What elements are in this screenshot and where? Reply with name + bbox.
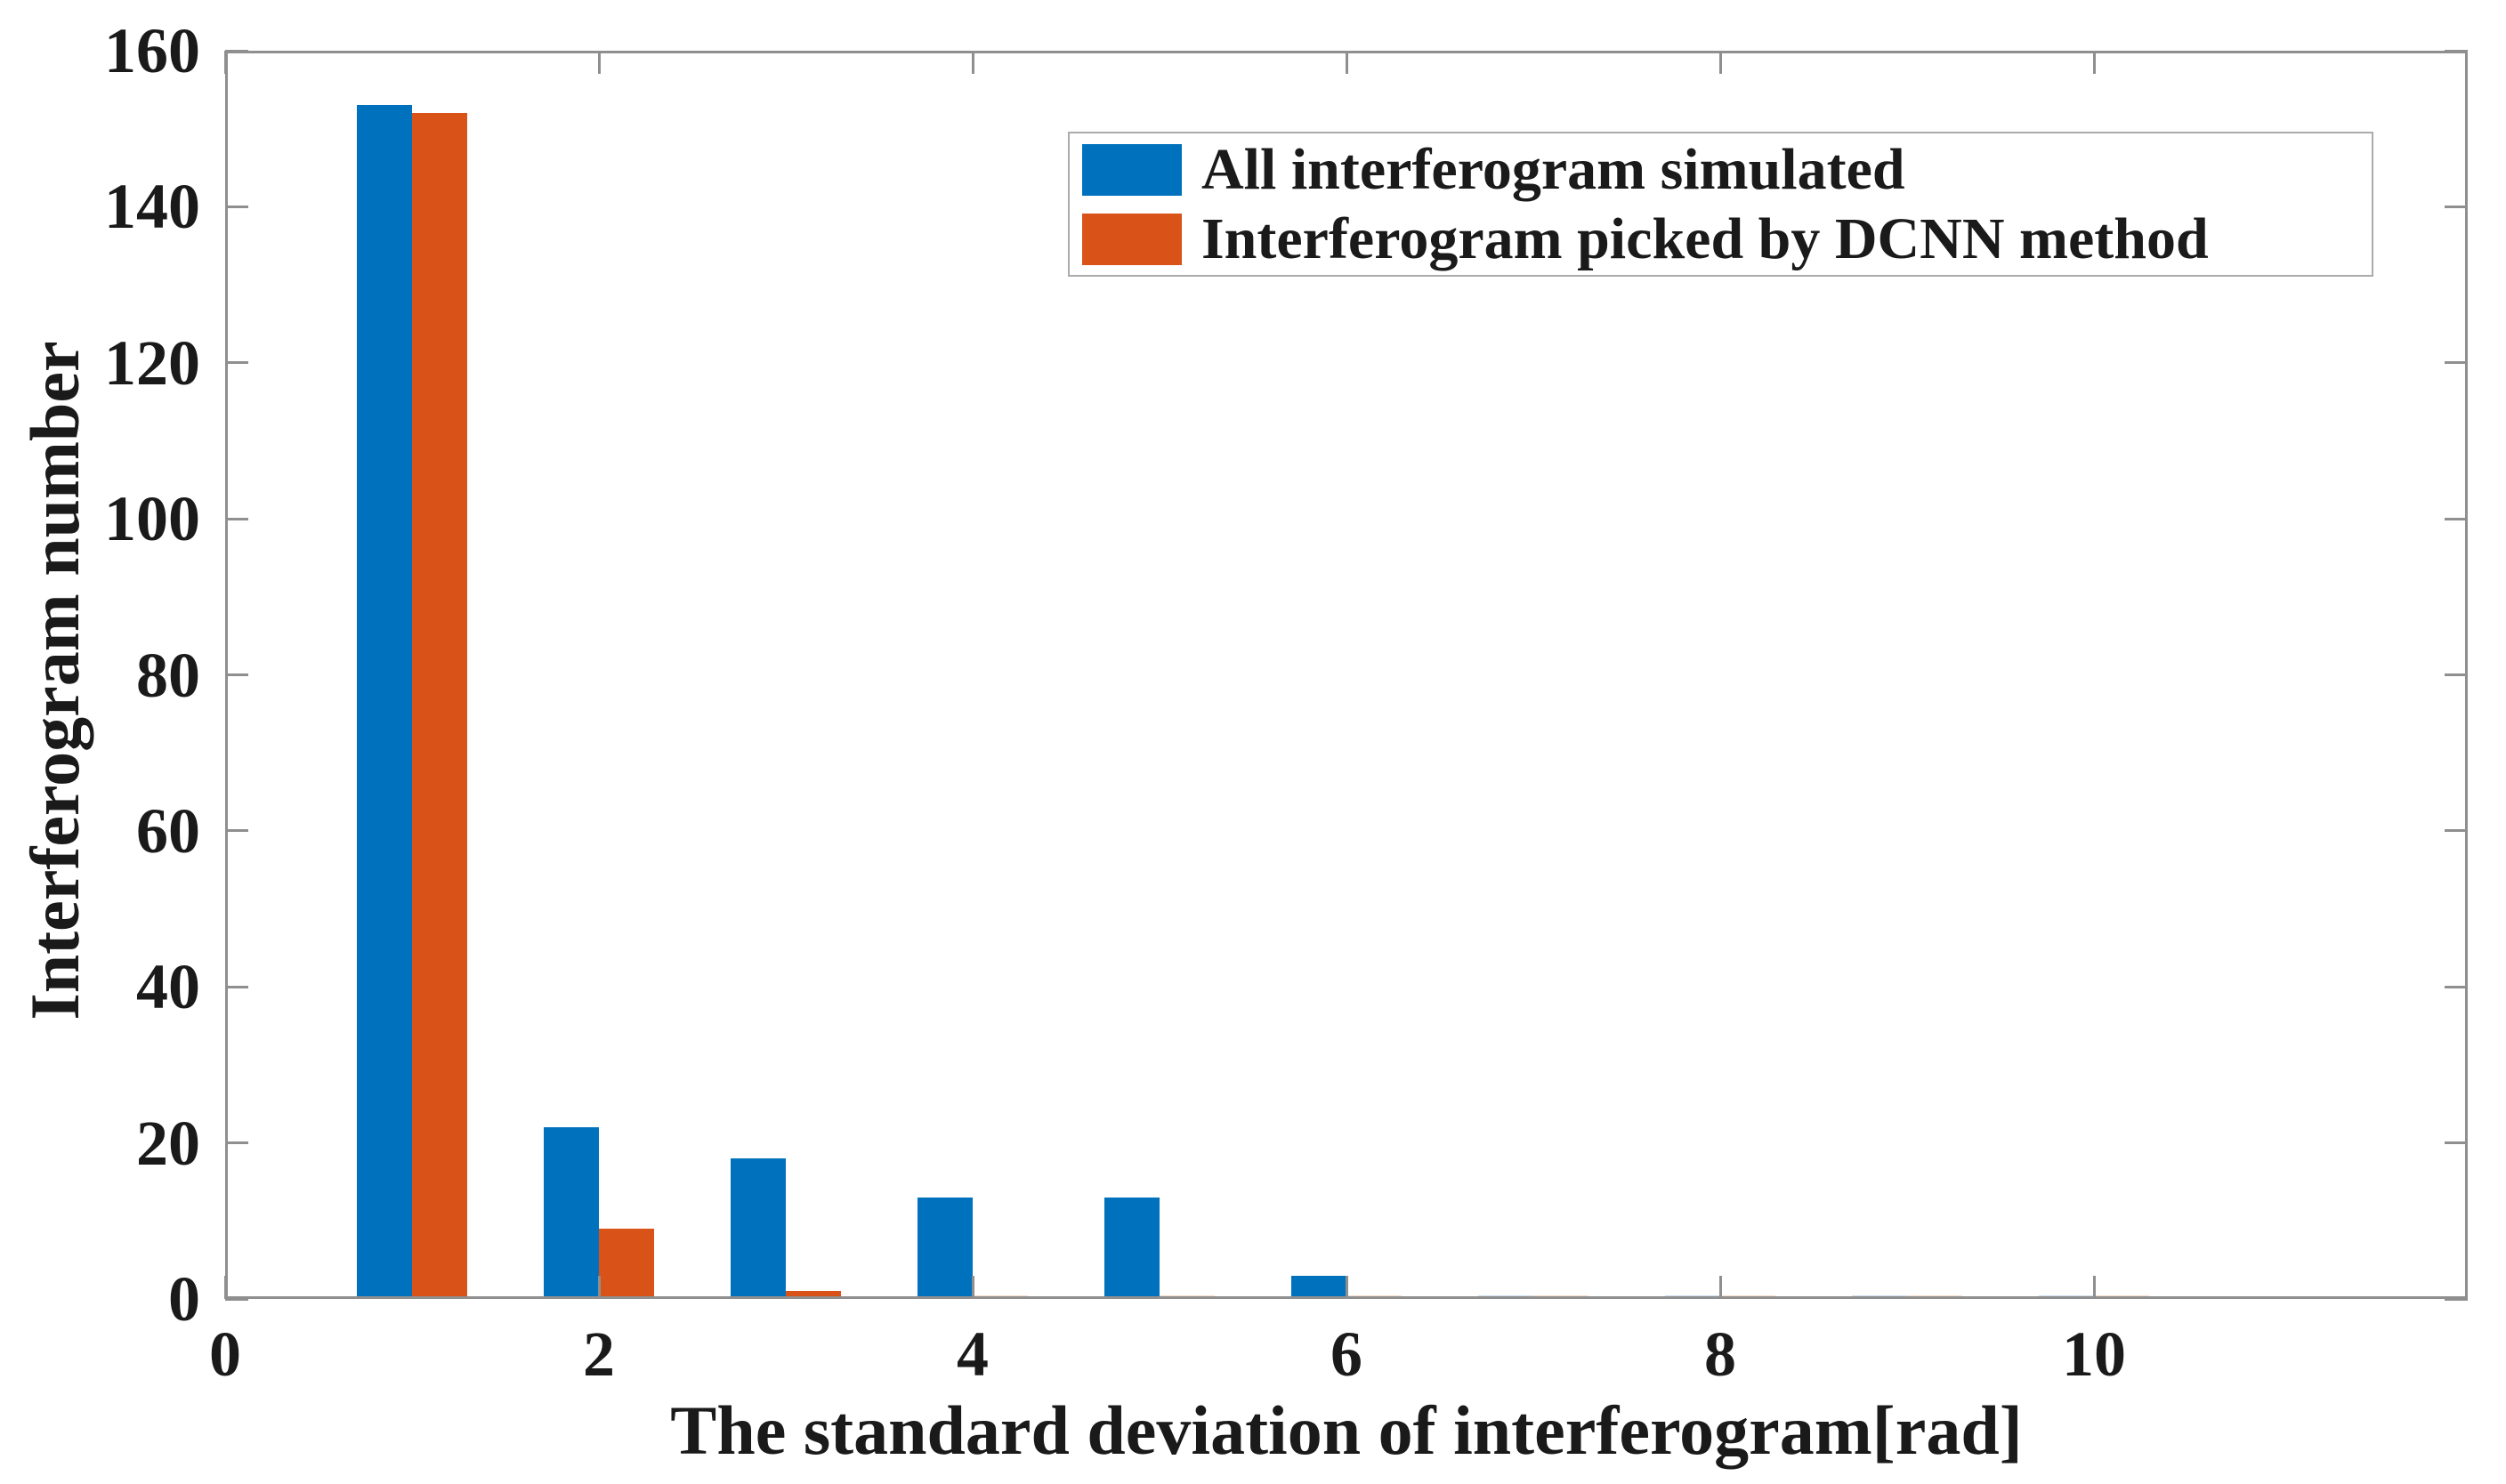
x-tick-mark-top-4 bbox=[971, 51, 974, 74]
bar-orange-x2 bbox=[599, 1229, 654, 1299]
y-tick-mark-40 bbox=[225, 985, 248, 988]
y-tick-label-140: 140 bbox=[104, 171, 200, 243]
legend-label-all-simulated: All interferogram simulated bbox=[1201, 136, 1905, 202]
x-tick-label-10: 10 bbox=[2062, 1319, 2126, 1390]
bar-blue-x3 bbox=[731, 1158, 786, 1299]
y-tick-label-160: 160 bbox=[104, 15, 200, 86]
legend-item-dcnn-picked: Interferogram picked by DCNN method bbox=[1082, 206, 2372, 271]
x-tick-mark-6 bbox=[1345, 1276, 1348, 1299]
x-tick-mark-top-2 bbox=[597, 51, 601, 74]
x-axis-label: The standard deviation of interferogram[… bbox=[670, 1391, 2023, 1469]
legend-item-all-simulated: All interferogram simulated bbox=[1082, 136, 2372, 202]
y-tick-mark-60 bbox=[225, 829, 248, 833]
y-tick-mark-right-140 bbox=[2445, 205, 2468, 208]
x-tick-label-6: 6 bbox=[1330, 1319, 1362, 1390]
x-tick-label-2: 2 bbox=[583, 1319, 615, 1390]
x-tick-mark-2 bbox=[597, 1276, 601, 1299]
bar-blue-x6 bbox=[1291, 1275, 1346, 1299]
bar-blue-x5 bbox=[1104, 1198, 1160, 1299]
y-tick-label-100: 100 bbox=[104, 483, 200, 555]
x-tick-mark-10 bbox=[2092, 1276, 2096, 1299]
y-tick-mark-right-20 bbox=[2445, 1141, 2468, 1145]
x-tick-mark-top-8 bbox=[1718, 51, 1722, 74]
y-tick-mark-right-80 bbox=[2445, 673, 2468, 676]
bar-blue-x1 bbox=[357, 105, 412, 1299]
x-tick-mark-8 bbox=[1718, 1276, 1722, 1299]
y-tick-label-0: 0 bbox=[168, 1263, 200, 1335]
x-tick-label-4: 4 bbox=[957, 1319, 989, 1390]
y-tick-mark-20 bbox=[225, 1141, 248, 1145]
legend-swatch-orange bbox=[1082, 213, 1182, 265]
x-tick-mark-top-0 bbox=[223, 51, 227, 74]
y-tick-label-60: 60 bbox=[136, 794, 200, 867]
legend-label-dcnn-picked: Interferogram picked by DCNN method bbox=[1201, 206, 2209, 271]
y-tick-mark-right-120 bbox=[2445, 361, 2468, 365]
y-tick-mark-80 bbox=[225, 673, 248, 676]
bar-orange-x3 bbox=[786, 1291, 841, 1299]
y-tick-mark-140 bbox=[225, 205, 248, 208]
y-tick-label-120: 120 bbox=[104, 327, 200, 399]
bars-layer bbox=[225, 51, 2468, 1299]
bar-blue-x4 bbox=[918, 1198, 973, 1299]
y-tick-mark-120 bbox=[225, 361, 248, 365]
y-tick-mark-right-160 bbox=[2445, 49, 2468, 52]
bar-orange-x1 bbox=[412, 113, 467, 1299]
x-tick-label-8: 8 bbox=[1704, 1319, 1736, 1390]
y-tick-label-80: 80 bbox=[136, 639, 200, 711]
y-tick-mark-0 bbox=[225, 1297, 248, 1301]
legend: All interferogram simulated Interferogra… bbox=[1068, 132, 2373, 277]
x-tick-mark-0 bbox=[223, 1276, 227, 1299]
legend-swatch-blue bbox=[1082, 143, 1182, 196]
x-tick-label-0: 0 bbox=[209, 1319, 241, 1390]
y-tick-mark-100 bbox=[225, 517, 248, 520]
x-tick-mark-4 bbox=[971, 1276, 974, 1299]
y-tick-mark-160 bbox=[225, 49, 248, 52]
y-tick-mark-right-0 bbox=[2445, 1297, 2468, 1301]
x-tick-mark-top-6 bbox=[1345, 51, 1348, 74]
y-tick-label-40: 40 bbox=[136, 951, 200, 1023]
y-tick-label-20: 20 bbox=[136, 1107, 200, 1179]
bar-blue-x2 bbox=[544, 1127, 599, 1299]
y-tick-mark-right-40 bbox=[2445, 985, 2468, 988]
y-tick-mark-right-100 bbox=[2445, 517, 2468, 520]
x-tick-mark-top-10 bbox=[2092, 51, 2096, 74]
y-tick-mark-right-60 bbox=[2445, 829, 2468, 833]
